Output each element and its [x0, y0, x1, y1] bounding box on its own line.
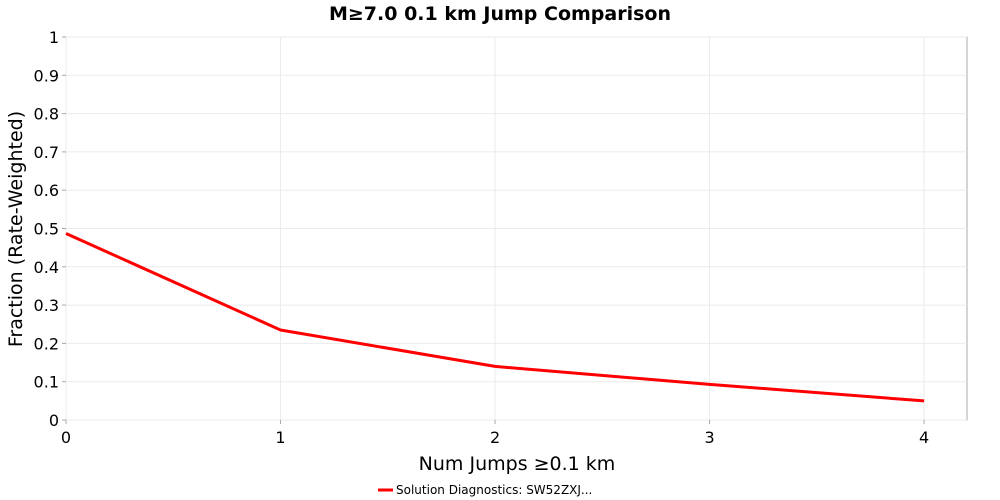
y-tick-label: 0.3 — [34, 296, 59, 315]
x-tick-label: 4 — [919, 428, 929, 447]
y-axis-label: Fraction (Rate-Weighted) — [5, 111, 27, 347]
y-tick-label: 0.5 — [34, 220, 59, 239]
chart-title: M≥7.0 0.1 km Jump Comparison — [329, 3, 671, 25]
grid-lines — [65, 36, 967, 421]
x-tick-label: 1 — [275, 428, 285, 447]
legend-label-series-1: Solution Diagnostics: SW52ZXJ... — [396, 483, 592, 497]
y-tick-label: 1 — [49, 28, 59, 47]
y-tick-label: 0.8 — [34, 105, 59, 124]
legend: Solution Diagnostics: SW52ZXJ... — [378, 483, 592, 497]
y-tick-label: 0.2 — [34, 334, 59, 353]
y-tick-label: 0.4 — [34, 258, 59, 277]
series-layer — [65, 232, 925, 403]
y-tick-label: 0.9 — [34, 66, 59, 85]
y-tick-label: 0.6 — [34, 181, 59, 200]
x-tick-label: 2 — [490, 428, 500, 447]
x-tick-label: 0 — [61, 428, 71, 447]
y-tick-label: 0.1 — [34, 373, 59, 392]
x-tick-label: 3 — [704, 428, 714, 447]
y-tick-label: 0.7 — [34, 143, 59, 162]
x-axis-label: Num Jumps ≥0.1 km — [419, 453, 616, 475]
axis-ticks: 0 0.1 0.2 0.3 0.4 0.5 0.6 0.7 0.8 0.9 1 0 1 2 3 4 — [34, 28, 930, 447]
y-tick-label: 0 — [49, 411, 59, 430]
